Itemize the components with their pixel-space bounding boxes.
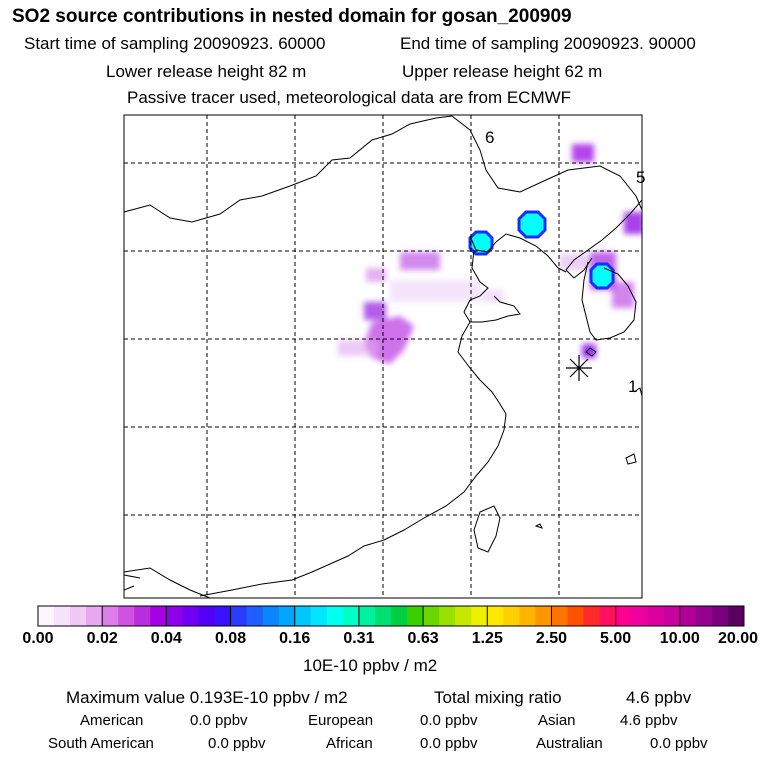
african-value: 0.0 ppbv bbox=[420, 735, 478, 752]
colorbar-swatch bbox=[519, 606, 536, 626]
colorbar-swatch bbox=[310, 606, 328, 626]
asian-label: Asian bbox=[538, 712, 576, 729]
colorbar-swatch bbox=[439, 606, 456, 626]
colorbar-swatch bbox=[695, 606, 713, 626]
page-title: SO2 source contributions in nested domai… bbox=[12, 6, 572, 27]
colorbar-swatch bbox=[471, 606, 488, 626]
colorbar-swatch bbox=[326, 606, 344, 626]
colorbar-tick-label: 1.25 bbox=[471, 630, 503, 647]
colorbar-tick-label: 0.16 bbox=[279, 630, 311, 647]
south-american-value: 0.0 ppbv bbox=[208, 735, 266, 752]
colorbar-swatch bbox=[166, 606, 183, 626]
colorbar-swatch bbox=[118, 606, 135, 626]
african-label: African bbox=[326, 735, 373, 752]
lower-release-height: Lower release height 82 m bbox=[106, 62, 307, 81]
colorbar-tick-label: 10.00 bbox=[659, 630, 700, 647]
south-american-label: South American bbox=[48, 735, 154, 752]
colorbar-swatch bbox=[663, 606, 681, 626]
start-time: Start time of sampling 20090923. 60000 bbox=[24, 34, 326, 53]
colorbar-swatch bbox=[503, 606, 520, 626]
colorbar-swatch bbox=[583, 606, 601, 626]
map-area bbox=[124, 115, 642, 598]
colorbar-swatch bbox=[455, 606, 472, 626]
grid-label: 1 bbox=[628, 377, 637, 396]
plume-shading bbox=[338, 144, 642, 364]
colorbar-tick-label: 0.63 bbox=[407, 630, 439, 647]
colorbar-tick-label: 0.02 bbox=[86, 630, 118, 647]
grid-label: 6 bbox=[485, 128, 494, 147]
colorbar-swatch bbox=[711, 606, 729, 626]
total-mixing-label: Total mixing ratio bbox=[434, 688, 562, 707]
tracer-note: Passive tracer used, meteorological data… bbox=[127, 88, 572, 107]
colorbar-swatch bbox=[86, 606, 103, 626]
colorbar-frame bbox=[37, 605, 745, 627]
colorbar-swatch bbox=[54, 606, 71, 626]
grid-label: 5 bbox=[636, 168, 645, 187]
colorbar-swatch bbox=[342, 606, 360, 626]
colorbar-swatch bbox=[278, 606, 296, 626]
colorbar-swatch bbox=[567, 606, 585, 626]
colorbar-swatch bbox=[70, 606, 87, 626]
colorbar-swatch bbox=[374, 606, 392, 626]
colorbar-swatch bbox=[423, 606, 440, 626]
colorbar-swatch bbox=[150, 606, 167, 626]
colorbar-swatch bbox=[647, 606, 665, 626]
colorbar-swatch bbox=[246, 606, 264, 626]
american-label: American bbox=[80, 712, 144, 729]
max-value: Maximum value 0.193E-10 ppbv / m2 bbox=[66, 688, 348, 707]
colorbar-tick-label: 20.00 bbox=[717, 630, 759, 647]
lat-lon-grid bbox=[124, 115, 642, 598]
end-time: End time of sampling 20090923. 90000 bbox=[400, 34, 696, 53]
colorbar-swatch bbox=[230, 606, 248, 626]
map-frame bbox=[123, 114, 643, 599]
colorbar bbox=[37, 605, 745, 627]
colorbar-swatch bbox=[102, 606, 119, 626]
colorbar-swatch bbox=[727, 606, 745, 626]
colorbar-swatch bbox=[198, 606, 215, 626]
colorbar-swatch bbox=[615, 606, 633, 626]
colorbar-swatch bbox=[134, 606, 151, 626]
colorbar-swatch bbox=[262, 606, 280, 626]
colorbar-tick-label: 5.00 bbox=[600, 630, 632, 647]
colorbar-unit: 10E-10 ppbv / m2 bbox=[303, 656, 438, 675]
colorbar-swatch bbox=[631, 606, 649, 626]
asian-value: 4.6 ppbv bbox=[620, 712, 678, 729]
american-value: 0.0 ppbv bbox=[190, 712, 248, 729]
colorbar-swatch bbox=[182, 606, 199, 626]
colorbar-tick-label: 0.08 bbox=[214, 630, 247, 647]
european-label: European bbox=[308, 712, 374, 729]
receptor-star-icon bbox=[566, 355, 592, 381]
colorbar-swatch bbox=[487, 606, 504, 626]
colorbar-tick-label: 0.31 bbox=[343, 630, 375, 647]
australian-value: 0.0 ppbv bbox=[650, 735, 708, 752]
colorbar-swatch bbox=[407, 606, 424, 626]
colorbar-swatch bbox=[391, 606, 408, 626]
upper-release-height: Upper release height 62 m bbox=[402, 62, 603, 81]
colorbar-swatch bbox=[294, 606, 312, 626]
colorbar-swatch bbox=[358, 606, 376, 626]
colorbar-swatch bbox=[214, 606, 232, 626]
colorbar-tick-label: 0.00 bbox=[22, 630, 54, 647]
colorbar-swatch bbox=[551, 606, 568, 626]
colorbar-swatch bbox=[679, 606, 697, 626]
colorbar-swatch bbox=[38, 606, 55, 626]
colorbar-swatch bbox=[599, 606, 617, 626]
total-mixing-value: 4.6 ppbv bbox=[626, 688, 692, 707]
european-value: 0.0 ppbv bbox=[420, 712, 478, 729]
colorbar-swatch bbox=[535, 606, 552, 626]
colorbar-tick-label: 2.50 bbox=[535, 630, 568, 647]
australian-label: Australian bbox=[536, 735, 603, 752]
colorbar-tick-label: 0.04 bbox=[150, 630, 182, 647]
